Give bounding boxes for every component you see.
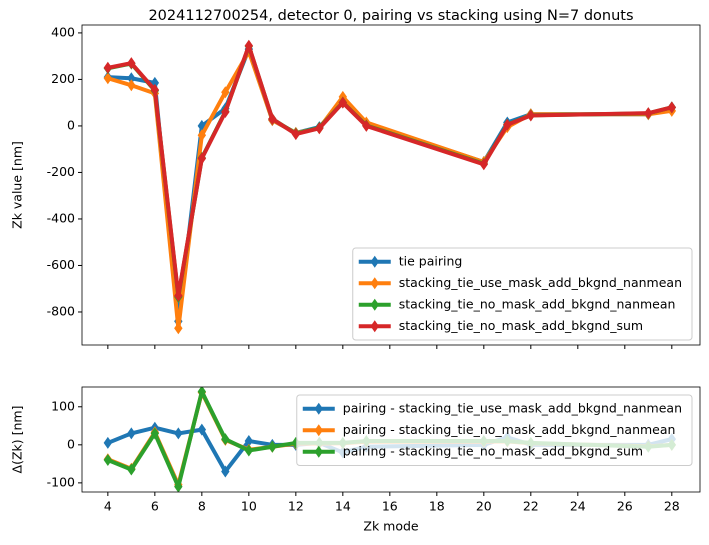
x-tick-label: 14 (335, 499, 351, 514)
data-point (221, 465, 230, 478)
y-tick-label: 100 (51, 398, 75, 413)
data-point (526, 109, 536, 122)
data-point (244, 435, 254, 448)
data-point (127, 463, 136, 476)
data-point (268, 440, 277, 453)
x-tick-label: 24 (570, 499, 586, 514)
y-tick-label: -100 (47, 474, 75, 489)
data-point (197, 129, 207, 142)
data-point (503, 118, 512, 131)
data-point (221, 105, 230, 118)
legend-label: pairing - stacking_tie_no_mask_add_bkgnd… (343, 443, 643, 458)
x-tick-label: 10 (241, 499, 257, 514)
x-tick-label: 26 (617, 499, 633, 514)
data-point (103, 61, 113, 74)
chart-title: 2024112700254, detector 0, pairing vs st… (148, 8, 633, 24)
data-point (174, 289, 183, 302)
y-tick-label: -800 (47, 303, 75, 318)
data-point (197, 119, 207, 132)
legend-label: pairing - stacking_tie_use_mask_add_bkgn… (343, 400, 682, 415)
legend-box (352, 247, 693, 341)
y-tick-label: 0 (67, 436, 75, 451)
x-tick-label: 12 (288, 499, 304, 514)
y-axis-label: Zk value [nm] (10, 141, 25, 229)
legend-marker (370, 298, 379, 311)
plot-area (103, 39, 677, 335)
data-point (197, 152, 207, 165)
data-point (244, 39, 254, 52)
data-point (479, 158, 489, 171)
data-point (103, 454, 113, 467)
legend-box (296, 394, 693, 466)
y-tick-label: -600 (47, 257, 75, 272)
legend-marker (314, 402, 323, 415)
data-point (291, 128, 301, 141)
data-point (197, 423, 207, 436)
legend-marker (314, 445, 323, 458)
x-tick-label: 8 (198, 499, 206, 514)
plot-frame (81, 24, 701, 346)
y-axis-label: Δ(Zk) [nm] (10, 406, 25, 474)
y-tick-label: -400 (47, 210, 75, 225)
x-tick-label: 6 (151, 499, 159, 514)
data-point (362, 119, 371, 132)
data-point (174, 480, 183, 492)
legend-label: tie pairing (399, 253, 463, 268)
x-tick-label: 22 (523, 499, 539, 514)
y-tick-label: -200 (47, 164, 75, 179)
data-point (150, 83, 160, 96)
data-point (667, 101, 677, 114)
data-point (315, 122, 324, 135)
x-tick-label: 18 (429, 499, 445, 514)
data-point (221, 86, 230, 99)
legend-marker (370, 277, 379, 290)
data-point (150, 427, 160, 440)
legend-marker (314, 424, 323, 437)
x-axis-label: Zk mode (363, 519, 419, 534)
data-point (644, 107, 653, 120)
data-point (103, 436, 113, 449)
legend-label: pairing - stacking_tie_no_mask_add_bkgnd… (343, 422, 676, 437)
plot-frame (81, 386, 701, 493)
data-point (338, 96, 348, 109)
data-point (127, 79, 136, 92)
data-point (127, 427, 136, 440)
legend-label: stacking_tie_no_mask_add_bkgnd_sum (399, 318, 643, 333)
x-tick-label: 16 (382, 499, 398, 514)
data-point (174, 427, 183, 440)
x-tick-label: 28 (664, 499, 680, 514)
y-tick-label: 0 (67, 117, 75, 132)
legend-marker (370, 320, 379, 333)
data-point (127, 72, 136, 85)
legend-label: stacking_tie_use_mask_add_bkgnd_nanmean (399, 275, 682, 290)
data-point (197, 387, 207, 398)
data-point (221, 433, 230, 446)
data-point (244, 444, 254, 457)
data-point (127, 57, 136, 70)
x-tick-label: 4 (104, 499, 112, 514)
data-point (174, 322, 183, 335)
legend-label: stacking_tie_no_mask_add_bkgnd_nanmean (399, 296, 676, 311)
y-tick-label: 200 (51, 71, 75, 86)
y-tick-label: 400 (51, 24, 75, 39)
data-point (268, 112, 277, 125)
x-tick-label: 20 (476, 499, 492, 514)
legend-marker (370, 255, 379, 268)
data-point (103, 72, 113, 85)
